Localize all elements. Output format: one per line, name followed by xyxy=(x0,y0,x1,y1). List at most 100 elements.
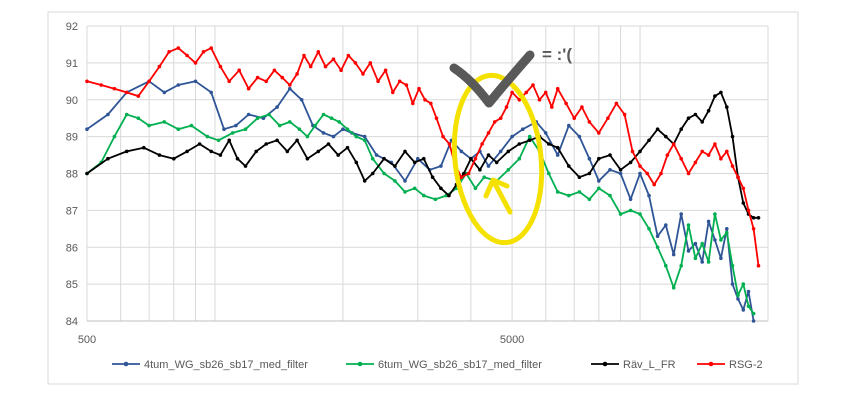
data-point xyxy=(209,46,213,50)
legend-item: RSG-2 xyxy=(697,359,763,371)
data-point xyxy=(587,171,592,176)
legend-label: 4tum_WG_sb26_sb17_med_filter xyxy=(144,359,308,371)
data-point xyxy=(370,171,375,176)
data-point xyxy=(429,101,433,106)
data-point xyxy=(730,282,735,286)
data-point xyxy=(362,134,367,139)
data-point xyxy=(659,171,663,176)
data-point xyxy=(447,142,452,146)
data-point xyxy=(686,116,691,120)
y-tick-label: 87 xyxy=(66,205,78,217)
data-point xyxy=(285,149,290,154)
data-point xyxy=(469,156,473,161)
data-point xyxy=(277,123,282,128)
data-point xyxy=(628,208,633,213)
data-point xyxy=(305,134,310,139)
data-point xyxy=(288,86,292,91)
data-point xyxy=(719,90,723,95)
hand-drawn-annotations: = :'( xyxy=(449,45,572,246)
data-point xyxy=(321,131,326,135)
data-point xyxy=(679,212,683,216)
data-point xyxy=(713,142,717,146)
data-point xyxy=(288,83,292,87)
data-point xyxy=(393,179,397,183)
data-point xyxy=(302,53,306,58)
data-point xyxy=(751,319,756,323)
y-tick-label: 85 xyxy=(66,279,78,291)
data-point xyxy=(572,116,576,120)
data-point xyxy=(555,86,560,91)
data-point xyxy=(725,149,729,154)
data-point xyxy=(608,153,612,157)
data-point xyxy=(706,260,711,264)
data-point xyxy=(686,223,691,227)
data-point xyxy=(423,98,427,102)
data-point xyxy=(580,105,584,109)
legend-item: 4tum_WG_sb26_sb17_med_filter xyxy=(112,359,308,371)
data-point xyxy=(608,168,612,172)
data-point xyxy=(664,263,668,268)
chart-frame xyxy=(47,11,799,385)
data-point xyxy=(555,145,560,150)
legend-item: 6tum_WG_sb26_sb17_med_filter xyxy=(346,359,542,371)
data-point xyxy=(345,145,350,150)
data-point xyxy=(730,164,735,168)
data-point xyxy=(608,193,612,198)
data-point xyxy=(185,53,189,58)
data-point xyxy=(339,68,343,73)
data-point xyxy=(272,68,277,73)
data-point xyxy=(756,263,761,268)
data-point xyxy=(725,227,729,231)
data-point xyxy=(719,156,723,161)
data-point xyxy=(527,138,532,143)
data-point xyxy=(264,142,269,146)
data-point xyxy=(543,131,548,135)
data-point xyxy=(706,109,711,113)
data-point xyxy=(606,116,610,120)
legend-swatch-marker xyxy=(708,361,714,367)
data-point xyxy=(255,116,260,120)
data-point xyxy=(628,197,633,202)
data-point xyxy=(671,142,676,146)
data-point xyxy=(597,186,601,191)
x-tick-label: 5000 xyxy=(500,334,524,346)
data-point xyxy=(638,164,642,168)
data-point xyxy=(275,138,279,143)
data-point xyxy=(234,123,238,128)
data-point xyxy=(686,249,691,253)
data-point xyxy=(543,90,548,95)
data-point xyxy=(671,252,676,257)
data-point xyxy=(746,289,751,294)
data-point xyxy=(498,116,503,120)
data-point xyxy=(504,105,509,109)
data-point xyxy=(403,149,407,154)
data-point xyxy=(222,127,226,131)
data-point xyxy=(645,171,650,176)
data-point xyxy=(506,149,511,154)
data-point xyxy=(288,120,292,124)
data-point xyxy=(157,64,162,69)
data-point xyxy=(671,286,676,290)
data-point xyxy=(567,123,571,128)
data-point xyxy=(308,64,313,69)
data-point xyxy=(316,50,321,54)
data-point xyxy=(618,212,623,216)
data-point xyxy=(736,293,740,298)
data-point xyxy=(382,156,386,161)
data-point xyxy=(106,156,110,161)
data-point xyxy=(341,127,345,131)
data-point xyxy=(480,142,484,146)
data-point xyxy=(147,79,151,84)
data-point xyxy=(305,156,310,161)
data-point xyxy=(459,175,464,179)
data-point xyxy=(587,156,592,161)
data-point xyxy=(209,90,213,95)
data-point xyxy=(205,134,210,139)
data-point xyxy=(686,171,691,176)
highlight-arrow xyxy=(483,177,513,215)
data-point xyxy=(547,142,551,146)
series-group xyxy=(85,46,761,323)
data-point xyxy=(404,83,409,87)
data-point xyxy=(587,120,592,124)
data-point xyxy=(478,168,482,172)
